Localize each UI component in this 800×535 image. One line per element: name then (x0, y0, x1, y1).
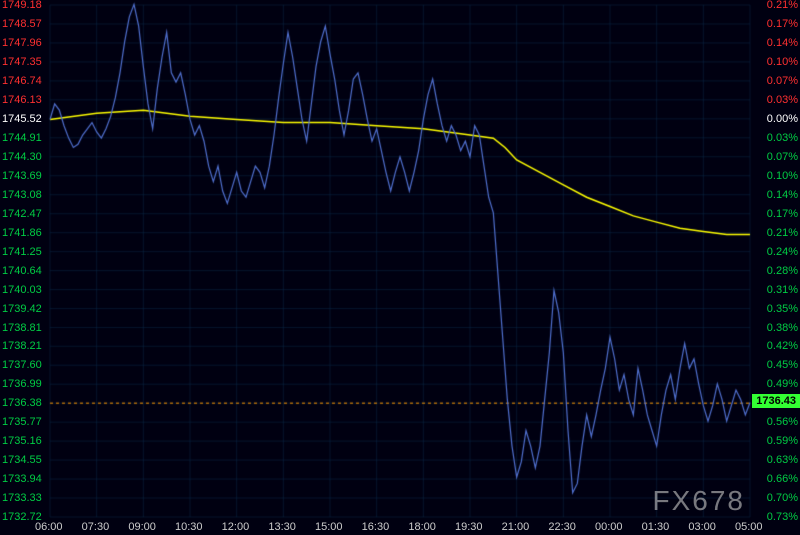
y-left-label: 1738.81 (2, 322, 42, 334)
y-right-label: 0.28% (767, 265, 798, 277)
x-axis-label: 07:30 (82, 521, 110, 533)
x-axis-label: 22:30 (548, 521, 576, 533)
y-right-label: 0.35% (767, 303, 798, 315)
y-left-label: 1736.38 (2, 397, 42, 409)
y-right-label: 0.38% (767, 322, 798, 334)
x-axis-label: 16:30 (362, 521, 390, 533)
y-left-label: 1743.08 (2, 189, 42, 201)
y-left-label: 1741.86 (2, 227, 42, 239)
x-axis-label: 13:30 (268, 521, 296, 533)
y-left-label: 1747.96 (2, 37, 42, 49)
y-right-label: 0.07% (767, 75, 798, 87)
y-left-label: 1742.47 (2, 208, 42, 220)
y-right-label: 0.14% (767, 37, 798, 49)
y-right-label: 0.31% (767, 284, 798, 296)
y-left-label: 1734.55 (2, 454, 42, 466)
y-right-label: 0.49% (767, 378, 798, 390)
y-left-label: 1733.33 (2, 492, 42, 504)
y-left-label: 1744.91 (2, 132, 42, 144)
y-left-label: 1738.21 (2, 340, 42, 352)
y-right-label: 0.21% (767, 227, 798, 239)
x-axis-label: 05:00 (735, 521, 763, 533)
y-left-label: 1735.16 (2, 435, 42, 447)
y-right-label: 0.03% (767, 132, 798, 144)
y-right-label: 0.10% (767, 56, 798, 68)
y-right-label: 0.14% (767, 189, 798, 201)
y-right-label: 0.56% (767, 416, 798, 428)
y-left-label: 1739.42 (2, 303, 42, 315)
y-right-label: 0.66% (767, 473, 798, 485)
y-left-label: 1748.57 (2, 18, 42, 30)
y-left-label: 1737.60 (2, 359, 42, 371)
y-right-label: 0.24% (767, 246, 798, 258)
y-left-label: 1744.30 (2, 151, 42, 163)
y-left-label: 1736.99 (2, 378, 42, 390)
price-chart: 1749.18 1748.57 1747.96 1747.35 1746.74 1746.… (0, 0, 800, 535)
y-left-label: 1747.35 (2, 56, 42, 68)
y-left-label: 1741.25 (2, 246, 42, 258)
y-left-label: 1743.69 (2, 170, 42, 182)
y-right-label: 0.42% (767, 340, 798, 352)
x-axis-label: 06:00 (35, 521, 63, 533)
y-left-label: 1733.94 (2, 473, 42, 485)
y-right-label: 0.07% (767, 151, 798, 163)
watermark: FX678 (653, 485, 746, 517)
current-price-label: 1736.43 (752, 394, 800, 408)
y-right-label: 0.70% (767, 492, 798, 504)
y-left-label: 1740.03 (2, 284, 42, 296)
y-left-label: 1740.64 (2, 265, 42, 277)
x-axis-label: 00:00 (595, 521, 623, 533)
x-axis-label: 10:30 (175, 521, 203, 533)
y-right-label: 0.73% (767, 511, 798, 523)
y-right-label: 0.17% (767, 18, 798, 30)
x-axis-label: 21:00 (502, 521, 530, 533)
y-right-label: 0.00% (767, 113, 798, 125)
y-right-label: 0.03% (767, 94, 798, 106)
chart-canvas (0, 0, 800, 535)
x-axis-label: 12:00 (222, 521, 250, 533)
x-axis-label: 19:30 (455, 521, 483, 533)
y-right-label: 0.21% (767, 0, 798, 11)
y-right-label: 0.59% (767, 435, 798, 447)
y-right-label: 0.10% (767, 170, 798, 182)
y-right-label: 0.45% (767, 359, 798, 371)
y-left-label: 1749.18 (2, 0, 42, 11)
y-right-label: 0.17% (767, 208, 798, 220)
x-axis-label: 18:00 (408, 521, 436, 533)
y-left-label: 1746.13 (2, 94, 42, 106)
y-left-label: 1745.52 (2, 113, 42, 125)
x-axis-label: 15:00 (315, 521, 343, 533)
x-axis-label: 09:00 (128, 521, 156, 533)
x-axis-label: 01:30 (642, 521, 670, 533)
y-left-label: 1746.74 (2, 75, 42, 87)
y-left-label: 1735.77 (2, 416, 42, 428)
x-axis-label: 03:00 (688, 521, 716, 533)
y-right-label: 0.63% (767, 454, 798, 466)
